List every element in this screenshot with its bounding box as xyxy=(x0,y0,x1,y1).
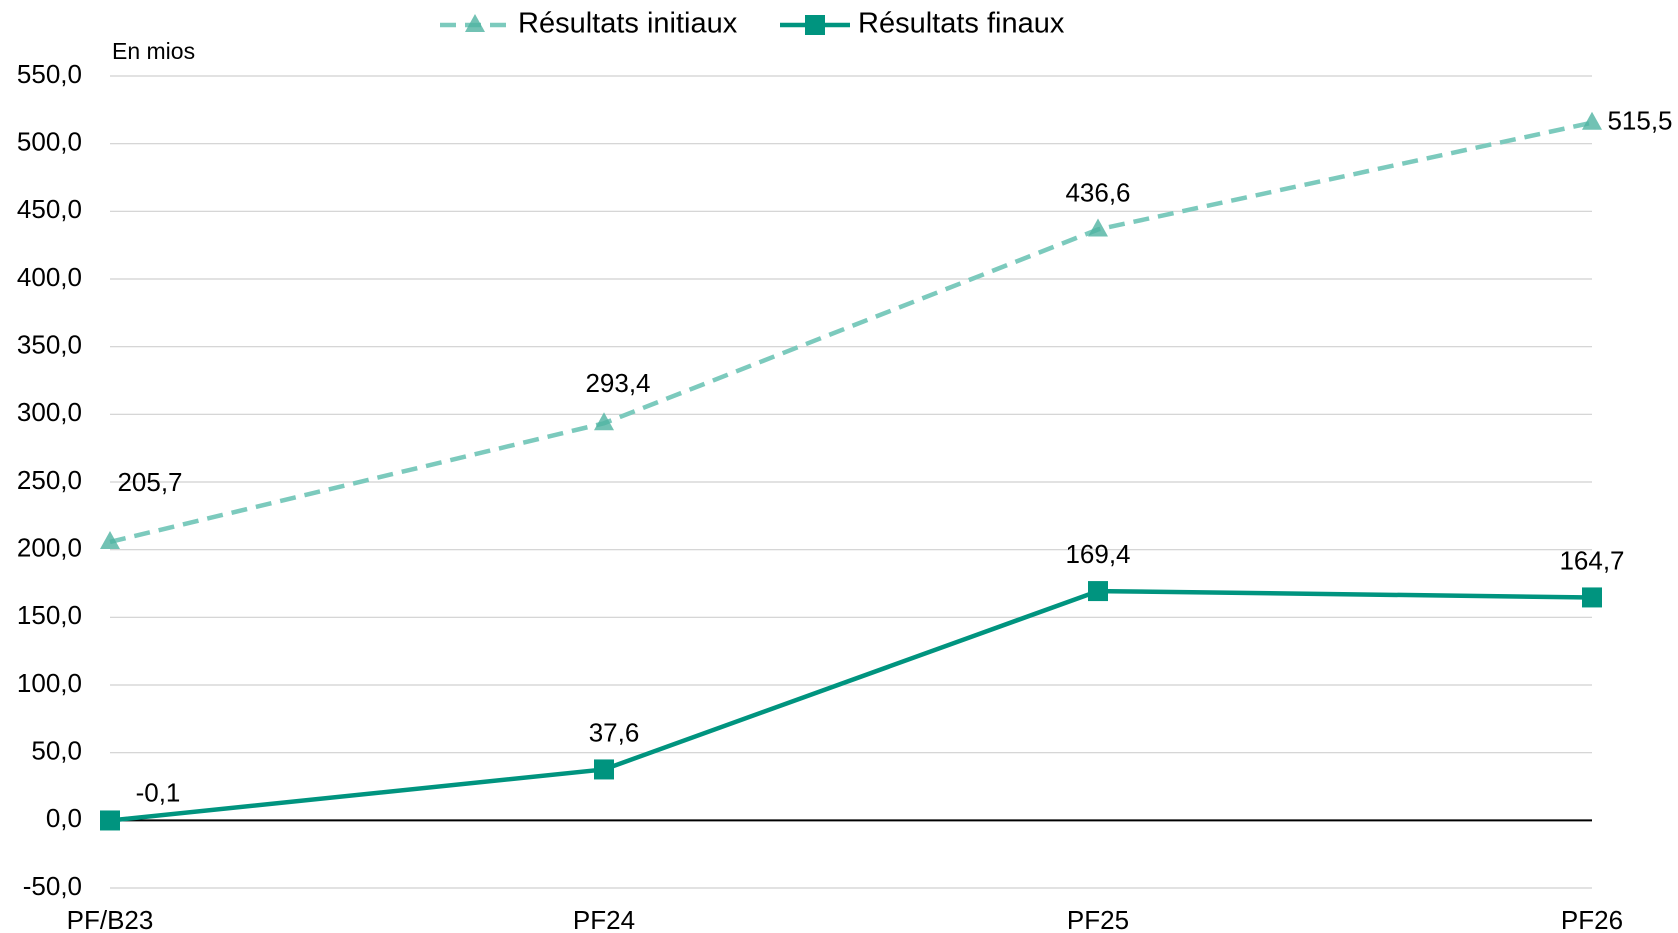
y-unit-label: En mios xyxy=(112,38,195,64)
point-marker xyxy=(1088,218,1108,237)
y-tick-label: 400,0 xyxy=(17,262,82,292)
y-tick-label: 500,0 xyxy=(17,127,82,157)
y-tick-label: 450,0 xyxy=(17,194,82,224)
point-marker xyxy=(1582,111,1602,130)
data-label: 515,5 xyxy=(1607,106,1672,136)
data-label: -0,1 xyxy=(136,777,181,807)
y-tick-label: 350,0 xyxy=(17,330,82,360)
point-marker xyxy=(1088,581,1108,602)
x-tick-label: PF26 xyxy=(1561,905,1623,933)
y-tick-label: 200,0 xyxy=(17,533,82,563)
y-tick-label: 100,0 xyxy=(17,668,82,698)
point-marker xyxy=(100,810,120,831)
y-tick-label: 50,0 xyxy=(31,736,82,766)
y-tick-label: 550,0 xyxy=(17,59,82,89)
data-label: 169,4 xyxy=(1065,539,1130,569)
legend-marker xyxy=(805,15,825,35)
y-tick-label: 0,0 xyxy=(46,803,82,833)
point-marker xyxy=(1582,587,1602,608)
data-label: 436,6 xyxy=(1065,177,1130,207)
x-tick-label: PF24 xyxy=(573,905,635,933)
legend-label: Résultats initiaux xyxy=(518,8,738,40)
data-label: 293,4 xyxy=(585,368,650,398)
data-label: 164,7 xyxy=(1559,545,1624,575)
series-line xyxy=(109,588,1593,823)
legend-label: Résultats finaux xyxy=(858,8,1065,40)
x-tick-label: PF25 xyxy=(1067,905,1129,933)
point-marker xyxy=(594,412,614,431)
data-label: 37,6 xyxy=(589,717,640,747)
y-tick-label: 150,0 xyxy=(17,600,82,630)
y-tick-label: 300,0 xyxy=(17,397,82,427)
point-marker xyxy=(594,759,614,780)
data-label: 205,7 xyxy=(117,467,182,497)
y-tick-label: -50,0 xyxy=(23,871,82,901)
legend-marker xyxy=(465,14,485,32)
y-tick-label: 250,0 xyxy=(17,465,82,495)
series-line xyxy=(109,120,1593,545)
point-marker xyxy=(100,530,120,549)
x-tick-label: PF/B23 xyxy=(67,905,154,933)
